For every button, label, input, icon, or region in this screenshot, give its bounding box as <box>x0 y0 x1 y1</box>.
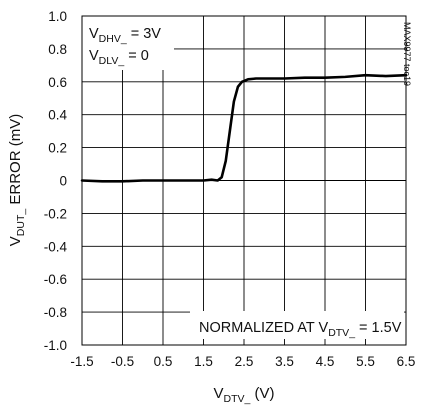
x-tick-label: 4.5 <box>316 354 335 369</box>
x-tick-label: 6.5 <box>397 354 416 369</box>
x-tick-label: 1.5 <box>194 354 213 369</box>
annotation-normalized: NORMALIZED AT VDTV_ = 1.5V <box>199 320 402 339</box>
series <box>80 73 408 183</box>
x-tick-label: -0.5 <box>111 354 134 369</box>
legend-box <box>82 14 174 70</box>
annotation-vdlv: VDLV_ = 0 <box>89 48 149 67</box>
y-tick-label: 0.6 <box>48 75 67 90</box>
x-tick-label: 5.5 <box>356 354 375 369</box>
chart-code: MAX9977 toc19 <box>402 22 412 86</box>
plot-frame <box>81 15 407 346</box>
y-tick-label: -0.6 <box>44 272 67 287</box>
x-axis-label: VDTV_ (V) <box>213 385 274 405</box>
y-tick-label: -0.4 <box>44 239 68 254</box>
normalized-box <box>190 311 404 339</box>
y-tick-label: -0.8 <box>44 305 67 320</box>
y-tick-label: 0.4 <box>48 108 67 123</box>
y-tick-label: 0 <box>59 174 67 189</box>
y-tick-label: 1.0 <box>48 9 67 24</box>
y-tick-label: -1.0 <box>44 338 67 353</box>
series-line-0 <box>80 73 408 183</box>
ticks: -1.5 -0.5 0.5 1.5 2.5 3.5 4.5 5.5 6.5 1.0 0.8 0.6 0.… <box>44 9 416 369</box>
x-tick-label: 0.5 <box>154 354 173 369</box>
x-tick-label: 3.5 <box>275 354 294 369</box>
x-tick-label: 2.5 <box>235 354 254 369</box>
y-tick-label: 0.2 <box>48 141 67 156</box>
y-tick-label: 0.8 <box>48 42 67 57</box>
x-tick-label: -1.5 <box>70 354 93 369</box>
y-tick-label: -0.2 <box>44 206 67 221</box>
annotation-vdhv: VDHV_ = 3V <box>89 26 161 45</box>
y-axis-label: VDUT_ ERROR (mV) <box>7 114 27 246</box>
